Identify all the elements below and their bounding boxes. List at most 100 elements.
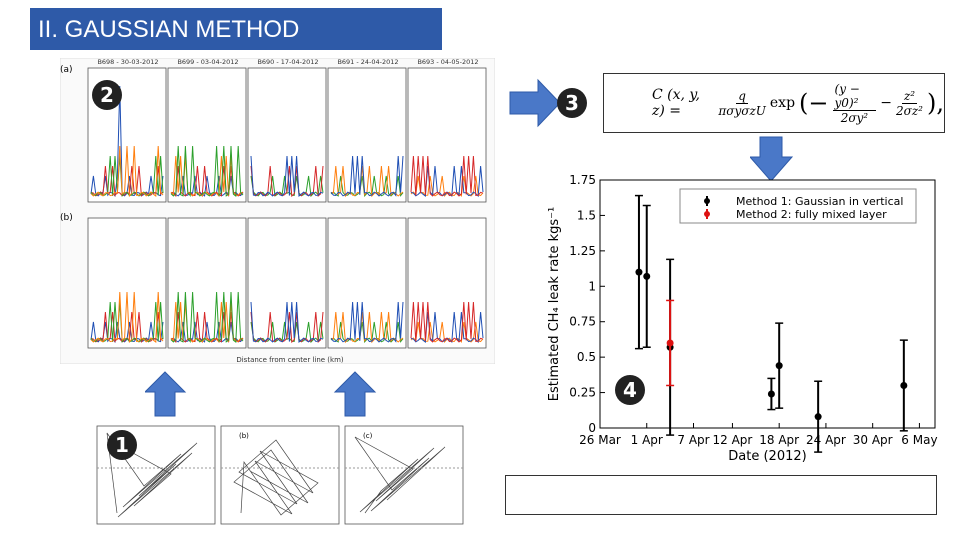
y-tick-label: 1.75 bbox=[569, 173, 596, 187]
x-label: Distance from center line (km) bbox=[236, 356, 344, 364]
caption bbox=[505, 475, 937, 515]
y-tick-label: 1 bbox=[588, 279, 596, 293]
fraction: q πσyσzU bbox=[718, 89, 765, 118]
profile-line bbox=[170, 145, 244, 197]
legend-marker bbox=[704, 198, 710, 204]
paren: (− bbox=[799, 89, 829, 117]
arrow-right bbox=[509, 78, 561, 128]
maps-figure: (a)(b)(c) bbox=[96, 425, 464, 525]
badge: 1 bbox=[107, 430, 137, 460]
denominator: 2σz² bbox=[896, 103, 923, 118]
point bbox=[900, 381, 908, 389]
denominator: πσyσzU bbox=[718, 103, 766, 118]
legend-marker bbox=[704, 211, 710, 217]
x-tick-label: 7 Apr bbox=[677, 433, 709, 447]
minus: − bbox=[880, 95, 893, 111]
profile-line bbox=[410, 311, 484, 344]
fraction: (y − y0)² 2σy² bbox=[832, 82, 877, 125]
point bbox=[666, 339, 674, 347]
arrow-shape bbox=[750, 136, 794, 182]
point bbox=[635, 268, 643, 276]
slide-title: II. GAUSSIAN METHOD bbox=[30, 8, 442, 50]
y-tick-label: 0.75 bbox=[569, 315, 596, 329]
arrow-up bbox=[145, 371, 187, 417]
arrows bbox=[145, 371, 377, 417]
x-tick-label: 30 Apr bbox=[853, 433, 893, 447]
point bbox=[814, 413, 822, 421]
profile-line bbox=[90, 291, 164, 344]
x-label: Date (2012) bbox=[728, 449, 806, 464]
profiles-figure: (a) (b) B698 - 30-03-2012 B699 - 03-04-2012… bbox=[60, 58, 495, 364]
flight-track bbox=[233, 439, 319, 516]
profile-line bbox=[250, 301, 324, 344]
paren: ), bbox=[927, 89, 944, 117]
map-label: (c) bbox=[363, 432, 373, 440]
x-tick-label: 1 Apr bbox=[631, 433, 663, 447]
badge: 2 bbox=[92, 80, 122, 110]
profile-line bbox=[90, 311, 164, 343]
flight-label: B690 - 17-04-2012 bbox=[257, 58, 318, 66]
x-tick-label: 26 Mar bbox=[579, 433, 621, 447]
x-tick-label: 24 Apr bbox=[806, 433, 846, 447]
arrow-shape bbox=[509, 78, 561, 128]
profile-line bbox=[170, 175, 244, 197]
profile-line bbox=[330, 165, 404, 198]
y-tick-label: 1.5 bbox=[577, 208, 596, 222]
profile-line bbox=[410, 155, 484, 197]
numerator: (y − y0)² bbox=[832, 82, 877, 111]
subplot bbox=[247, 217, 327, 349]
formula-lhs: C (x, y, z) = bbox=[652, 87, 700, 119]
x-tick-label: 12 Apr bbox=[713, 433, 753, 447]
point bbox=[643, 272, 651, 280]
profile-line bbox=[170, 321, 244, 343]
profile-line bbox=[330, 311, 404, 344]
profile-line bbox=[410, 165, 484, 198]
y-tick-label: 1.25 bbox=[569, 244, 596, 258]
profile-line bbox=[250, 155, 324, 198]
denominator: 2σy² bbox=[840, 110, 869, 125]
panel-label: (a) bbox=[60, 65, 73, 75]
legend bbox=[679, 188, 917, 224]
y-label: Estimated CH₄ leak rate kgs⁻¹ bbox=[547, 207, 562, 401]
point bbox=[767, 390, 775, 398]
profile-line bbox=[330, 301, 404, 343]
flight-label: B691 - 24-04-2012 bbox=[337, 58, 398, 66]
formula: C (x, y, z) = q πσyσzU exp (− (y − y0)² 2σ… bbox=[603, 73, 945, 133]
flight-track bbox=[106, 432, 198, 518]
arrow-down bbox=[750, 136, 794, 182]
y-tick-label: 0.5 bbox=[577, 350, 596, 364]
profile-line bbox=[250, 165, 324, 198]
profile-line bbox=[330, 155, 404, 197]
profile-line bbox=[410, 301, 484, 343]
arrow-up bbox=[333, 371, 377, 417]
flight-label: B698 - 30-03-2012 bbox=[97, 58, 158, 66]
fraction: z² 2σz² bbox=[896, 89, 923, 118]
x-tick-label: 18 Apr bbox=[759, 433, 799, 447]
point bbox=[775, 362, 783, 370]
profile-line bbox=[250, 321, 324, 344]
badge: 4 bbox=[615, 375, 645, 405]
flight-track bbox=[354, 436, 446, 514]
map-label: (b) bbox=[239, 432, 249, 440]
profile-line bbox=[250, 175, 324, 198]
badge: 3 bbox=[557, 88, 587, 118]
profile-line bbox=[90, 165, 164, 197]
y-tick-label: 0.25 bbox=[569, 386, 596, 400]
numerator: q bbox=[736, 88, 748, 104]
x-tick-label: 6 May bbox=[901, 433, 937, 447]
flight-label: B699 - 03-04-2012 bbox=[177, 58, 238, 66]
panel-label: (b) bbox=[60, 213, 73, 223]
flight-label: B693 - 04-05-2012 bbox=[417, 58, 478, 66]
profile-line bbox=[250, 311, 324, 344]
chart: 0 0.25 0.5 0.75 1 1.25 1.5 1.75 26 Mar 1 Apr 7 Apr… bbox=[547, 173, 938, 464]
subplot bbox=[247, 67, 327, 203]
profile-line bbox=[90, 145, 164, 198]
legend-label: Method 1: Gaussian in vertical bbox=[736, 195, 903, 208]
legend-label: Method 2: fully mixed layer bbox=[736, 208, 887, 221]
numerator: z² bbox=[901, 88, 918, 104]
y-tick-label: 0 bbox=[588, 421, 596, 435]
profile-line bbox=[170, 291, 244, 343]
subplot bbox=[87, 217, 167, 349]
exp: exp bbox=[769, 95, 796, 111]
